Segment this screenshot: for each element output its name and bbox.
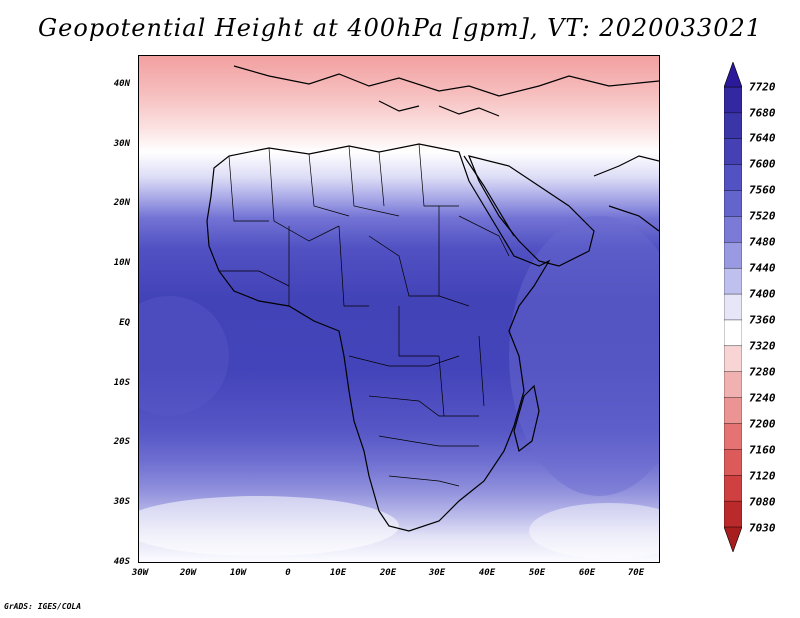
- lat-label: 10N: [113, 258, 130, 268]
- lon-label: 10E: [329, 568, 347, 578]
- colorbar-cell: [724, 112, 742, 140]
- lat-label: 30S: [113, 497, 130, 507]
- map-panel: [138, 55, 660, 563]
- lat-label: 20N: [113, 198, 130, 208]
- lon-label: 70E: [627, 568, 645, 578]
- lon-label: 50E: [528, 568, 546, 578]
- colorbar-label: 7680: [749, 106, 776, 120]
- colorbar-label: 7240: [749, 391, 776, 405]
- colorbar-label: 7600: [749, 157, 776, 171]
- colorbar-cell: [724, 397, 742, 425]
- lat-label: EQ: [119, 318, 130, 328]
- colorbar-label: 7200: [749, 417, 776, 431]
- colorbar-cell: [724, 475, 742, 502]
- colorbar-label: 7440: [749, 261, 776, 275]
- colorbar-cell: [724, 190, 742, 218]
- colorbar-label: 7560: [749, 183, 776, 197]
- lat-label: 10S: [113, 378, 130, 388]
- lon-label: 60E: [578, 568, 596, 578]
- colorbar-cell: [724, 86, 742, 114]
- geopotential-field: [139, 56, 659, 562]
- lon-label: 0: [285, 568, 291, 578]
- lon-label: 30W: [131, 568, 149, 578]
- lat-label: 20S: [113, 437, 130, 447]
- colorbar-cell: [724, 138, 742, 166]
- map-title: Geopotential Height at 400hPa [gpm], VT:…: [38, 14, 762, 42]
- lon-label: 20E: [379, 568, 397, 578]
- colorbar-cell: [724, 319, 742, 347]
- coastline: [206, 65, 659, 532]
- lat-label: 40N: [113, 79, 130, 89]
- lon-label: 40E: [478, 568, 496, 578]
- lon-label: 10W: [229, 568, 247, 578]
- colorbar-cell: [724, 267, 742, 295]
- colorbar-cell: [724, 500, 742, 528]
- colorbar-top-arrow: [724, 62, 742, 88]
- colorbar-cell: [724, 449, 742, 476]
- colorbar-label: 7400: [749, 287, 776, 301]
- grads-credit: GrADS: IGES/COLA: [4, 602, 82, 611]
- colorbar-label: 7280: [749, 365, 776, 379]
- colorbar-label: 7120: [749, 469, 776, 483]
- colorbar-cell: [724, 345, 742, 373]
- colorbar-bottom-arrow: [724, 526, 742, 552]
- colorbar-label: 7520: [749, 209, 776, 223]
- colorbar-label: 7640: [749, 131, 776, 145]
- colorbar-label: 7030: [749, 521, 776, 535]
- lon-label: 20W: [179, 568, 197, 578]
- colorbar-cell: [724, 164, 742, 192]
- colorbar-label: 7160: [749, 443, 776, 457]
- lat-label: 30N: [113, 139, 130, 149]
- colorbar-label: 7360: [749, 313, 776, 327]
- colorbar-label: 7720: [749, 80, 776, 94]
- lat-label: 40S: [113, 557, 130, 567]
- colorbar-label: 7080: [749, 495, 776, 509]
- lon-label: 30E: [428, 568, 446, 578]
- colorbar-cell: [724, 216, 742, 243]
- colorbar-cell: [724, 293, 742, 321]
- colorbar-label: 7480: [749, 235, 776, 249]
- colorbar-cell: [724, 423, 742, 451]
- colorbar: [724, 62, 742, 552]
- colorbar-cell: [724, 242, 742, 269]
- country-borders: [219, 143, 510, 487]
- colorbar-cell: [724, 371, 742, 399]
- colorbar-label: 7320: [749, 339, 776, 353]
